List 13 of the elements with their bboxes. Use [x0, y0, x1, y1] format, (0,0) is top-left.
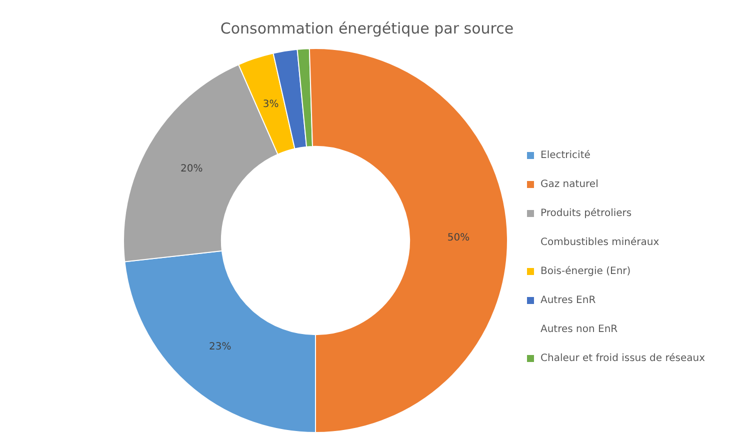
legend-label: Electricité: [540, 150, 590, 161]
data-label: 3%: [262, 99, 279, 110]
legend-label: Produits pétroliers: [540, 208, 632, 219]
legend-label: Autres EnR: [540, 295, 596, 306]
category-label: Autres non EnR: [540, 324, 618, 335]
chart-title: Consommation énergétique par source: [220, 20, 514, 38]
legend-label: Gaz naturel: [540, 179, 598, 190]
category-label: Combustibles minéraux: [540, 237, 660, 248]
legend-label: Bois-énergie (Enr): [540, 266, 631, 277]
data-label: 20%: [180, 163, 203, 174]
data-label: 50%: [447, 232, 470, 244]
data-label: 23%: [209, 342, 232, 353]
legend-label: Chaleur et froid issus de réseaux: [540, 353, 706, 364]
